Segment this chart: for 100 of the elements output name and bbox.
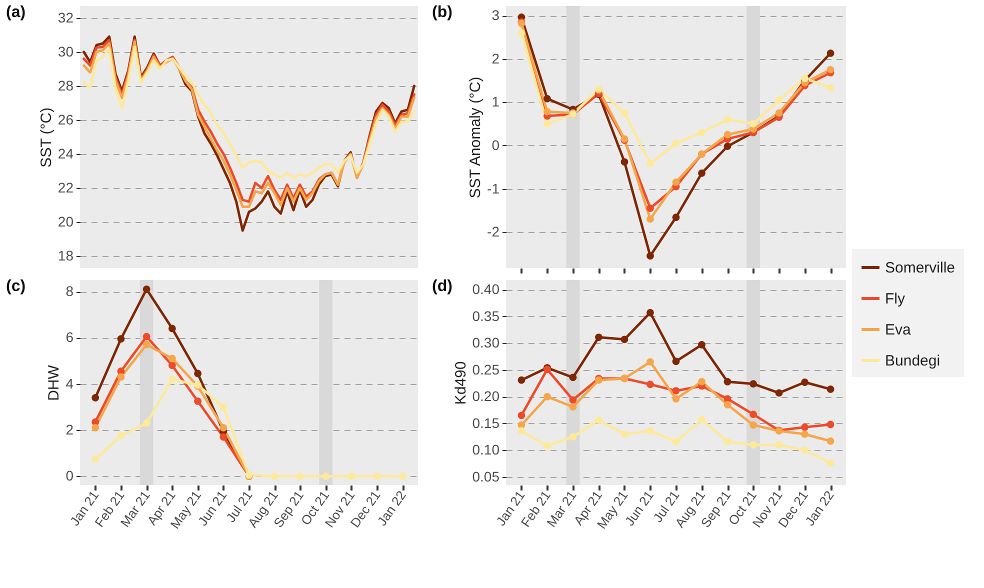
y-tick-label: 0.30 <box>472 334 500 351</box>
point <box>775 441 783 449</box>
point <box>801 378 808 386</box>
point <box>826 66 834 74</box>
point <box>194 370 202 378</box>
chart-title: (a) <box>6 4 26 21</box>
y-tick-label: 4 <box>66 375 74 392</box>
line-series <box>82 46 416 180</box>
point <box>168 362 176 370</box>
point <box>672 387 680 394</box>
y-tick-label: 24 <box>58 146 74 162</box>
point <box>750 380 757 388</box>
point <box>724 378 732 386</box>
point <box>92 424 100 432</box>
point <box>544 392 551 400</box>
y-tick-label: 30 <box>58 43 74 60</box>
point <box>620 109 628 117</box>
y-tick-label: 0.15 <box>472 414 500 431</box>
point <box>348 472 356 480</box>
point <box>646 427 654 435</box>
y-tick-label: 2 <box>492 50 500 66</box>
point <box>801 423 808 431</box>
y-tick-label: -1 <box>487 180 500 196</box>
point <box>826 420 834 428</box>
point <box>518 376 526 384</box>
point <box>646 380 654 388</box>
point <box>544 94 551 102</box>
point <box>220 424 228 432</box>
point <box>117 335 125 343</box>
point <box>620 158 628 166</box>
point <box>646 160 654 168</box>
chart-title: (b) <box>432 4 452 21</box>
y-tick-label: 0.25 <box>472 361 500 378</box>
point <box>775 109 783 117</box>
y-axis-title: Kd490 <box>452 361 470 405</box>
point <box>672 178 680 186</box>
point <box>142 286 150 293</box>
point <box>544 120 551 128</box>
point <box>569 396 577 404</box>
point <box>698 169 706 177</box>
point <box>220 403 228 411</box>
y-tick-label: 0.05 <box>472 468 500 484</box>
point <box>750 441 757 449</box>
point <box>142 419 150 427</box>
point <box>724 130 732 138</box>
y-tick-label: 28 <box>58 77 74 94</box>
point <box>698 378 706 386</box>
point <box>672 438 680 446</box>
y-tick-label: 0.40 <box>472 281 500 298</box>
legend-label: Somerville <box>885 260 956 276</box>
chart-title: (c) <box>6 278 26 295</box>
y-axis-title: DHW <box>46 364 63 401</box>
y-tick-label: 1 <box>492 94 500 110</box>
point <box>142 332 150 340</box>
legend-label: Fly <box>885 290 906 308</box>
point <box>92 394 100 402</box>
point <box>220 433 228 441</box>
point <box>595 334 602 341</box>
y-tick-label: 0.35 <box>472 308 500 324</box>
point <box>646 252 654 260</box>
point <box>724 438 732 446</box>
y-tick-label: 0 <box>492 136 500 153</box>
point <box>672 395 680 403</box>
point <box>544 442 551 450</box>
point <box>750 410 757 418</box>
point <box>518 29 526 37</box>
point <box>826 50 834 57</box>
point <box>672 140 680 147</box>
legend-label: Eva <box>885 322 912 338</box>
point <box>398 472 406 480</box>
point <box>646 358 654 366</box>
point <box>801 430 808 438</box>
point <box>646 215 654 223</box>
y-tick-label: 18 <box>58 248 74 264</box>
point <box>620 430 628 438</box>
point <box>698 128 706 136</box>
point <box>518 412 526 420</box>
y-axis-title: SST Anomaly (°C) <box>467 76 484 198</box>
y-tick-label: 6 <box>66 329 74 346</box>
point <box>518 427 526 435</box>
y-tick-label: 0.10 <box>472 442 500 458</box>
y-tick-label: 8 <box>66 283 74 300</box>
point <box>750 421 757 429</box>
point <box>569 374 577 382</box>
point <box>775 96 783 104</box>
legend-label: Bundegi <box>885 352 940 370</box>
point <box>646 204 654 212</box>
y-tick-label: 20 <box>58 214 74 230</box>
point <box>270 472 278 480</box>
point <box>724 401 732 408</box>
point <box>595 416 602 424</box>
point <box>168 324 176 332</box>
point <box>117 432 125 440</box>
y-tick-label: 3 <box>492 7 500 24</box>
point <box>194 398 202 405</box>
point <box>750 120 757 128</box>
point <box>646 308 654 316</box>
point <box>775 389 783 397</box>
y-tick-label: -2 <box>487 224 500 240</box>
y-tick-label: 26 <box>58 111 74 128</box>
